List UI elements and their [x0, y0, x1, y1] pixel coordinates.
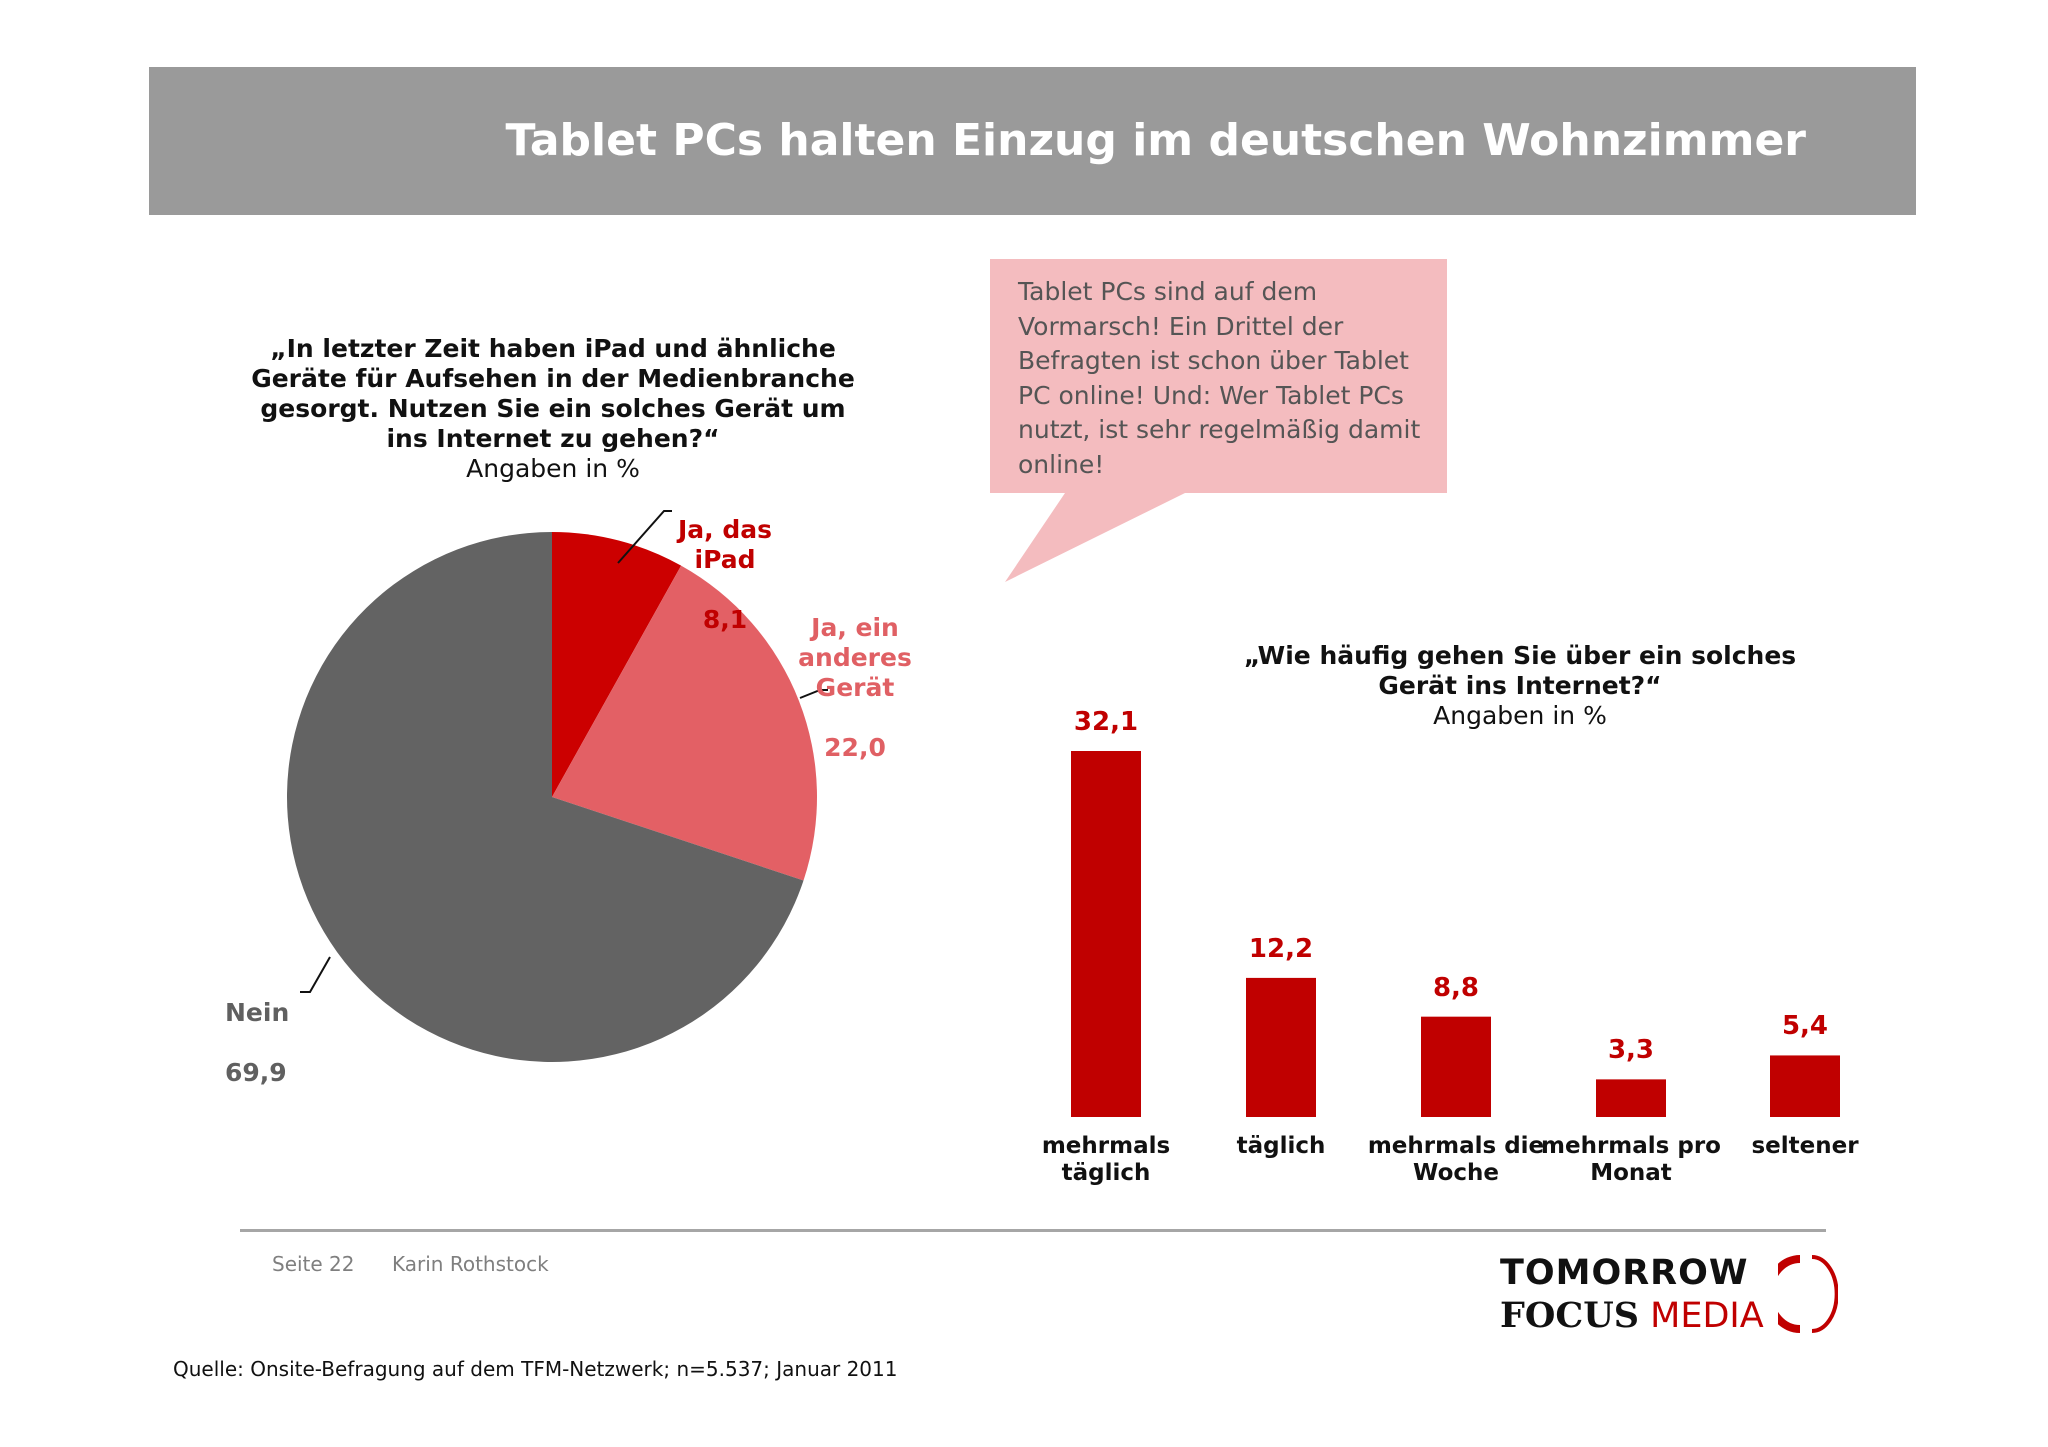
pie-label-nein-value: 69,9	[225, 1058, 287, 1087]
pie-title-line-4: ins Internet zu gehen?“	[386, 424, 720, 453]
bar-chart-title: „Wie häufig gehen Sie über ein solches G…	[1220, 641, 1820, 731]
bar	[1071, 751, 1141, 1117]
bar-value-label: 32,1	[1073, 707, 1139, 737]
leader-line-nein	[300, 956, 331, 993]
leader-line-other	[799, 689, 828, 699]
page-title: Tablet PCs halten Einzug im deutschen Wo…	[505, 115, 1806, 166]
bar	[1770, 1055, 1840, 1117]
pie-label-nein-name: Nein	[225, 998, 290, 1027]
callout-line-2: Vormarsch! Ein Drittel der	[1018, 311, 1344, 341]
bar-category-label: mehrmals die Woche	[1367, 1133, 1545, 1186]
callout-box: Tablet PCs sind auf dem Vormarsch! Ein D…	[990, 259, 1447, 493]
bar	[1246, 977, 1316, 1117]
bar-chart-subtitle: Angaben in %	[1433, 701, 1607, 730]
leader-line-ipad	[617, 510, 672, 564]
logo-tomorrow: TOMORROW	[1500, 1253, 1749, 1293]
bar-value-label: 3,3	[1607, 1035, 1655, 1066]
callout-line-5: nutzt, ist sehr regelmäßig damit	[1018, 415, 1421, 444]
bar-value-label: 8,8	[1432, 972, 1480, 1003]
callout-line-6: online!	[1018, 449, 1105, 479]
callout-pointer	[1005, 493, 1185, 582]
bar-category-label: seltener	[1751, 1133, 1859, 1159]
callout-line-1: Tablet PCs sind auf dem	[1018, 277, 1318, 306]
bar-category-label: täglich	[1236, 1133, 1326, 1159]
header-band: Tablet PCs halten Einzug im deutschen Wo…	[149, 67, 1916, 215]
bar-title-line-2: Gerät ins Internet?“	[1378, 671, 1662, 700]
pie-chart-subtitle: Angaben in %	[466, 454, 640, 483]
bar-value-label: 12,2	[1248, 933, 1314, 964]
bar-title-line-1: „Wie häufig gehen Sie über ein solches	[1243, 641, 1797, 670]
source-note: Quelle: Onsite-Befragung auf dem TFM-Net…	[173, 1357, 898, 1381]
pie-label-nein: Nein 69,9	[225, 968, 315, 1118]
pie-label-other-value: 22,0	[824, 733, 886, 762]
callout-line-3: Befragten ist schon über Tablet	[1018, 346, 1409, 375]
pie-title-line-3: gesorgt. Nutzen Sie ein solches Gerät um	[260, 394, 846, 423]
page-number: Seite 22	[272, 1252, 355, 1276]
footer-divider	[240, 1229, 1826, 1232]
bar	[1596, 1079, 1666, 1117]
pie-label-other-name: Ja, ein anderes Gerät	[798, 613, 912, 702]
bar-value-label: 5,4	[1781, 1011, 1829, 1042]
pie-title-line-1: „In letzter Zeit haben iPad und ähnliche	[270, 334, 836, 363]
pie-label-ipad-name: Ja, das iPad	[677, 515, 773, 574]
pie-label-ipad: Ja, das iPad 8,1	[660, 485, 790, 665]
pie-title-line-2: Geräte für Aufsehen in der Medienbranche	[251, 364, 855, 393]
company-logo: TOMORROW FOCUS MEDIA	[1500, 1253, 1838, 1343]
pie-label-other-device: Ja, ein anderes Gerät 22,0	[780, 583, 930, 793]
logo-arc-icon	[1778, 1255, 1838, 1333]
pie-label-ipad-value: 8,1	[702, 605, 748, 634]
pie-slice-nein	[287, 532, 804, 1062]
callout-line-4: PC online! Und: Wer Tablet PCs	[1018, 380, 1404, 410]
logo-media: MEDIA	[1650, 1296, 1764, 1336]
pie-chart-title: „In letzter Zeit haben iPad und ähnliche…	[220, 334, 886, 484]
bar	[1421, 1016, 1491, 1117]
logo-focus: FOCUS	[1500, 1295, 1639, 1336]
pie-slice-ipad	[552, 532, 682, 797]
bar-category-label: mehrmals pro Monat	[1541, 1133, 1721, 1186]
pie-slice-other-device	[552, 565, 817, 881]
author-name: Karin Rothstock	[392, 1252, 549, 1276]
bar-category-label: mehrmals täglich	[1041, 1133, 1171, 1186]
logo-focus-media: FOCUS MEDIA	[1500, 1295, 1764, 1336]
